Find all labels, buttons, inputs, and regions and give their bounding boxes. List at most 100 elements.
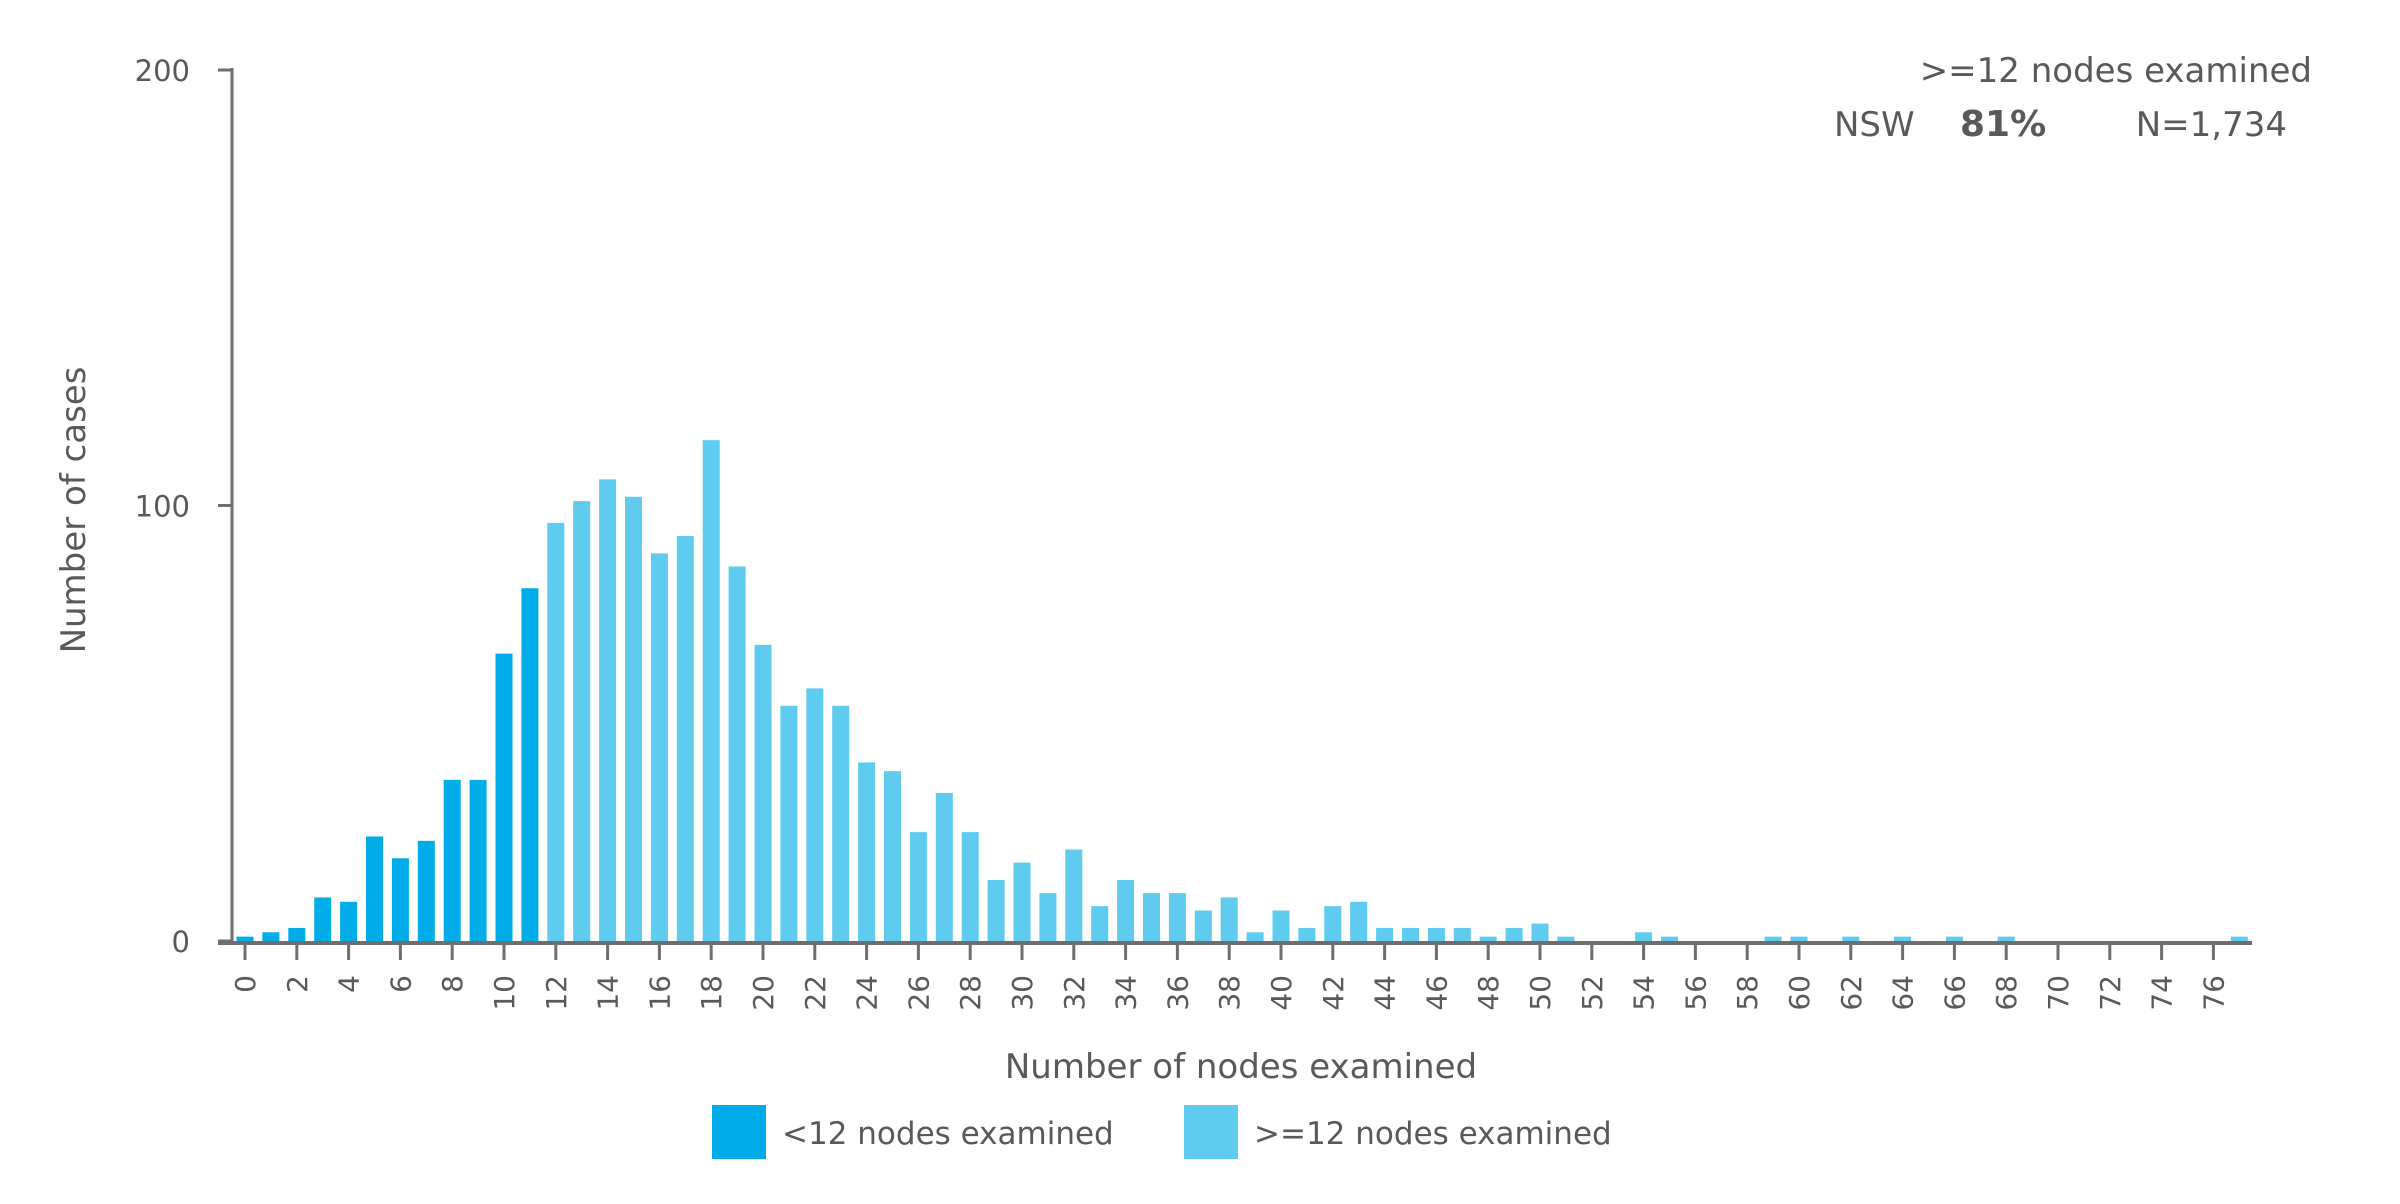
annotation-percent: 81%: [1960, 104, 2046, 145]
x-tick-label: 38: [1213, 975, 1246, 1011]
x-tick-label: 66: [1938, 975, 1971, 1011]
x-tick-label: 52: [1576, 975, 1609, 1011]
bar-2: [288, 927, 306, 941]
bar-12: [547, 522, 565, 941]
bar-7: [417, 840, 435, 941]
x-tick-label: 30: [1006, 975, 1039, 1011]
bar-43: [1350, 901, 1368, 941]
bar-30: [1013, 862, 1031, 941]
bar-19: [728, 566, 746, 941]
x-tick-label: 56: [1679, 975, 1712, 1011]
bar-45: [1402, 927, 1419, 941]
bar-13: [573, 501, 591, 941]
x-tick-label: 58: [1731, 975, 1764, 1011]
bar-32: [1065, 849, 1083, 941]
x-tick-label: 10: [488, 975, 521, 1011]
bar-14: [599, 479, 617, 941]
bar-5: [366, 836, 383, 941]
bar-60: [1790, 936, 1808, 941]
bar-22: [806, 688, 824, 941]
legend-label-ge12: >=12 nodes examined: [1254, 1116, 1612, 1152]
bar-39: [1246, 932, 1264, 941]
x-tick-label: 28: [954, 975, 987, 1011]
bar-1: [262, 932, 280, 941]
x-ticks-group: 0 2 4 6 8 10 12 14 16 18 20 22 24 26 28 30 32 34 36 38 40 42 4…: [229, 943, 2230, 1011]
x-tick-label: 60: [1783, 975, 1816, 1011]
bar-3: [314, 897, 332, 941]
x-tick-label: 4: [333, 975, 366, 993]
bar-44: [1376, 927, 1394, 941]
bar-48: [1479, 936, 1497, 941]
y-tick-label: 0: [172, 925, 190, 959]
legend-swatch-ge12: [1184, 1105, 1238, 1159]
x-tick-label: 14: [592, 975, 625, 1011]
bar-26: [909, 832, 927, 941]
bar-24: [858, 762, 876, 941]
bar-40: [1272, 910, 1290, 941]
legend: <12 nodes examined >=12 nodes examined: [712, 1105, 1612, 1159]
y-axis-title: Number of cases: [54, 367, 94, 654]
bar-31: [1039, 893, 1057, 941]
bar-42: [1324, 906, 1342, 941]
x-tick-label: 68: [1990, 975, 2023, 1011]
x-tick-label: 0: [229, 975, 262, 993]
x-tick-label: 12: [540, 975, 573, 1011]
bar-37: [1194, 910, 1212, 941]
bar-59: [1764, 936, 1782, 941]
bar-46: [1427, 927, 1445, 941]
bar-64: [1894, 936, 1912, 941]
x-tick-label: 72: [2094, 975, 2127, 1011]
bar-17: [676, 535, 694, 941]
bar-18: [702, 440, 720, 941]
bar-27: [935, 792, 953, 941]
bar-68: [1997, 936, 2015, 941]
x-tick-label: 16: [643, 975, 676, 1011]
annotation-title: >=12 nodes examined: [1920, 51, 2312, 91]
bar-62: [1842, 936, 1860, 941]
annotation-n: N=1,734: [2136, 105, 2287, 145]
bar-15: [625, 496, 642, 941]
bar-25: [884, 771, 901, 941]
x-tick-label: 46: [1420, 975, 1453, 1011]
bar-38: [1220, 897, 1238, 941]
x-tick-label: 64: [1887, 975, 1920, 1011]
x-tick-label: 42: [1317, 975, 1350, 1011]
x-tick-label: 6: [384, 975, 417, 993]
bar-77: [2230, 936, 2248, 941]
bars-group: [236, 440, 2248, 941]
x-tick-label: 26: [902, 975, 935, 1011]
bar-54: [1635, 932, 1653, 941]
bar-10: [495, 653, 513, 941]
bar-29: [987, 880, 1005, 941]
x-tick-label: 70: [2042, 975, 2075, 1011]
bar-36: [1168, 893, 1186, 941]
bar-33: [1091, 906, 1109, 941]
x-tick-label: 20: [747, 975, 780, 1011]
bar-20: [754, 644, 772, 941]
x-tick-label: 18: [695, 975, 728, 1011]
x-axis-title: Number of nodes examined: [1005, 1047, 1477, 1087]
x-tick-label: 48: [1472, 975, 1505, 1011]
bar-49: [1505, 927, 1523, 941]
legend-label-lt12: <12 nodes examined: [782, 1116, 1114, 1152]
bar-41: [1298, 927, 1316, 941]
x-tick-label: 74: [2146, 975, 2179, 1011]
x-tick-label: 44: [1369, 975, 1402, 1011]
bar-11: [521, 588, 539, 941]
x-tick-label: 54: [1628, 975, 1661, 1011]
x-tick-label: 32: [1058, 975, 1091, 1011]
bar-35: [1143, 893, 1160, 941]
bar-50: [1531, 923, 1549, 941]
x-tick-label: 24: [851, 975, 884, 1011]
bar-8: [443, 779, 461, 941]
bar-47: [1453, 927, 1471, 941]
y-tick-label: 200: [135, 54, 190, 88]
y-ticks-group: 0 100 200: [135, 54, 232, 959]
x-tick-label: 40: [1265, 975, 1298, 1011]
x-tick-label: 22: [799, 975, 832, 1011]
bar-0: [236, 936, 254, 941]
x-tick-label: 50: [1524, 975, 1557, 1011]
bar-4: [340, 901, 358, 941]
annotation-region: NSW: [1834, 105, 1915, 145]
